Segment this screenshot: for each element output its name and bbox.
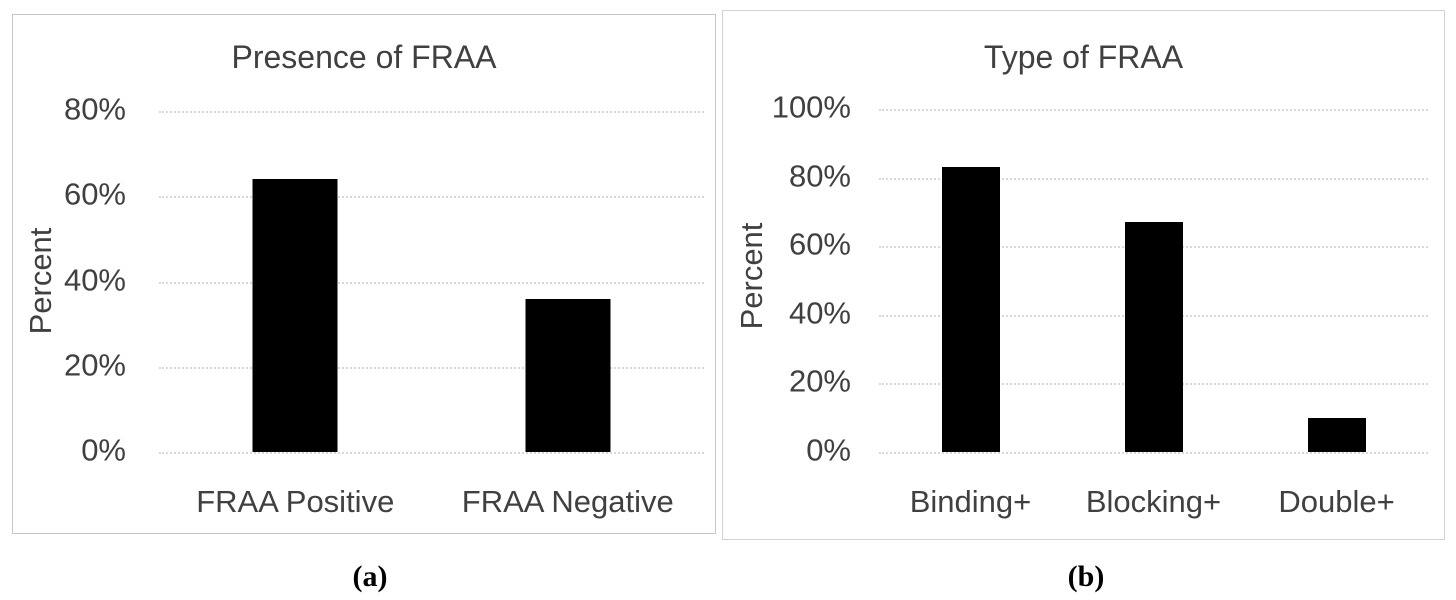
x-category-label-fraa-negative: FRAA Negative [461, 484, 674, 519]
gridline-80 [879, 177, 1428, 180]
y-tick-label-40: 40% [788, 295, 851, 331]
gridline-80 [159, 111, 704, 113]
subfigure-caption-b: (b) [1067, 560, 1105, 593]
y-tick-label-60: 60% [63, 176, 126, 212]
y-tick-label-40: 40% [63, 262, 126, 298]
x-category-label-blocking: Blocking+ [1085, 484, 1222, 519]
gridline-0 [159, 452, 704, 454]
chart-a-yaxis-label: Percent [23, 227, 58, 335]
bar-fraa-negative [525, 298, 611, 452]
bar-double [1307, 417, 1366, 452]
x-category-label-binding: Binding+ [909, 484, 1032, 519]
y-tick-label-20: 20% [63, 347, 126, 383]
gridline-20 [159, 366, 704, 369]
gridline-60 [159, 196, 704, 199]
bar-blocking [1124, 222, 1183, 452]
y-tick-label-20: 20% [788, 363, 851, 399]
x-category-label-fraa-positive: FRAA Positive [196, 484, 395, 519]
y-tick-label-0: 0% [81, 432, 126, 468]
chart-b-title: Type of FRAA [983, 39, 1184, 75]
y-tick-label-80: 80% [63, 91, 126, 127]
chart-a-plot-area: 0% 20% 40% 60% 80% FRAA Positive FRAA Negative [64, 92, 704, 519]
gridline-0 [879, 452, 1428, 454]
x-category-label-double: Double+ [1278, 484, 1395, 519]
subfigure-caption-a: (a) [352, 560, 388, 593]
chart-panel-b: Type of FRAA Percent 0% 20% 40% 60% 80% 100% B… [722, 10, 1445, 540]
gridline-100 [879, 109, 1428, 111]
y-tick-label-0: 0% [806, 432, 851, 468]
chart-b-yaxis-label: Percent [734, 222, 769, 330]
chart-panel-a: Presence of FRAA Percent 0% 20% 40% 60% 80% F… [12, 14, 716, 534]
bar-binding [941, 167, 1000, 452]
chart-a-title: Presence of FRAA [231, 39, 497, 75]
y-tick-label-100: 100% [771, 89, 851, 125]
bar-fraa-positive [252, 179, 338, 452]
y-tick-label-60: 60% [788, 226, 851, 262]
gridline-40 [159, 281, 704, 284]
y-tick-label-80: 80% [788, 158, 851, 194]
chart-b-plot-area: 0% 20% 40% 60% 80% 100% Binding+ Blocking+ Doubl… [772, 90, 1428, 519]
